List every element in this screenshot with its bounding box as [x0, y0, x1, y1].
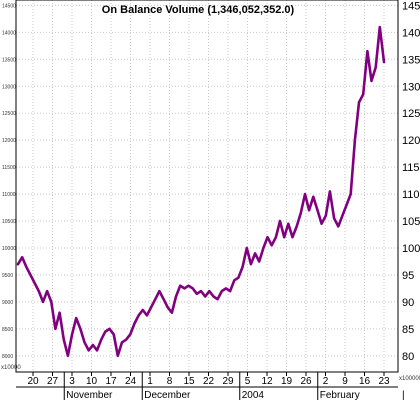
plot-frame	[15, 0, 399, 373]
right-tick-label: 110	[402, 189, 420, 201]
x-axis: 20 27 3 10 17 24 1 8 15 22 29 5 12 19 26 2 9 16 23November…	[16, 372, 398, 400]
x-tick-label: 9	[342, 376, 348, 387]
x-tick-label: 12	[261, 376, 273, 387]
x-tick-label: 23	[378, 376, 390, 387]
month-label: 2004	[242, 390, 265, 400]
right-tick-label: 140	[402, 27, 420, 39]
right-tick-label: 100	[402, 243, 420, 255]
right-tick-label: 135	[402, 54, 420, 66]
left-tick-label: 9500	[2, 273, 13, 279]
left-tick-label: 12000	[2, 138, 16, 144]
x-tick-label: 29	[222, 376, 234, 387]
x-tick-label: 19	[281, 376, 293, 387]
left-tick-label: 12500	[2, 111, 16, 117]
right-tick-label: 95	[402, 270, 414, 282]
x-tick-label: 20	[27, 376, 39, 387]
chart-title: On Balance Volume (1,346,052,352.0)	[102, 4, 295, 16]
right-tick-label: 85	[402, 324, 414, 336]
x-tick-label: 27	[47, 376, 59, 387]
left-tick-label: 8000	[2, 354, 13, 360]
left-tick-label: 13500	[2, 57, 16, 63]
left-tick-label: 14000	[2, 30, 16, 36]
left-tick-label: 11000	[2, 192, 16, 198]
right-axis: 80 85 90 95 100 105 110 115 120 125 130 135 140 145	[402, 0, 420, 362]
left-multiplier-label: x10000	[1, 365, 21, 371]
month-label: February	[320, 390, 360, 400]
right-edge-mark: |	[402, 390, 405, 400]
left-axis: 8000 8500 9000 9500 10000 10500 11000 11500 1200…	[2, 3, 16, 359]
right-multiplier-label: x1000000	[399, 376, 420, 382]
month-label: December	[144, 390, 191, 400]
right-tick-label: 115	[402, 162, 420, 174]
x-tick-label: 2	[323, 376, 329, 387]
right-tick-label: 120	[402, 135, 420, 147]
right-tick-label: 125	[402, 108, 420, 120]
x-tick-label: 17	[105, 376, 117, 387]
left-tick-label: 8500	[2, 327, 13, 333]
x-tick-label: 5	[245, 376, 251, 387]
x-tick-label: 8	[167, 376, 173, 387]
right-tick-label: 90	[402, 297, 414, 309]
x-tick-label: 3	[69, 376, 75, 387]
right-tick-label: 80	[402, 351, 414, 363]
x-tick-label: 1	[147, 376, 153, 387]
left-tick-label: 11500	[2, 165, 16, 171]
x-tick-label: 26	[300, 376, 312, 387]
obv-series-line	[16, 25, 386, 358]
x-tick-label: 10	[86, 376, 98, 387]
left-tick-label: 13000	[2, 84, 16, 90]
plot-background	[16, 0, 398, 372]
left-tick-label: 10500	[2, 219, 16, 225]
x-tick-label: 15	[183, 376, 195, 387]
month-label: November	[66, 390, 113, 400]
right-tick-label: 130	[402, 81, 420, 93]
left-tick-label: 14500	[2, 3, 16, 9]
left-tick-label: 9000	[2, 300, 13, 306]
right-tick-label: 105	[402, 216, 420, 228]
x-tick-label: 16	[359, 376, 371, 387]
right-tick-label: 145	[402, 0, 420, 12]
x-tick-label: 24	[125, 376, 137, 387]
x-tick-label: 22	[203, 376, 215, 387]
left-tick-label: 10000	[2, 246, 16, 252]
